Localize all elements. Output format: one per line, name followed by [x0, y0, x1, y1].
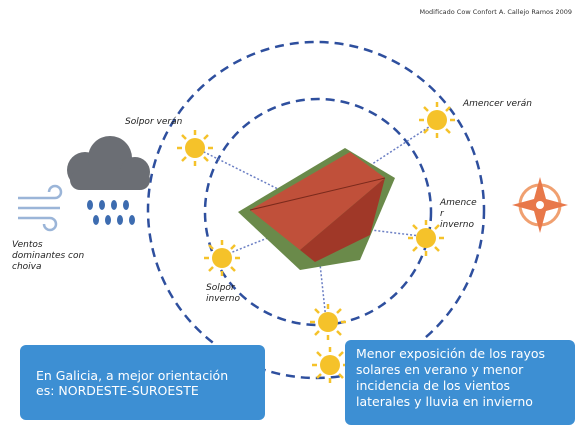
info-box	[345, 340, 575, 425]
barn	[238, 148, 395, 270]
summer-path	[146, 40, 486, 380]
label-line: Solpor	[206, 283, 236, 293]
info-line: En Galicia, a mejor orientación	[36, 368, 228, 383]
label: Solpor inverno	[206, 283, 240, 304]
label: Amence r inverno	[439, 198, 480, 230]
label-line: Amence	[439, 198, 477, 208]
info-line: incidencia de los vientos	[356, 378, 510, 393]
label-line: Ventos	[12, 240, 43, 250]
winter-path	[203, 97, 433, 327]
sun	[417, 100, 457, 140]
cloud	[67, 136, 150, 190]
info-line: es: NORDESTE-SUROESTE	[36, 383, 199, 398]
info-line: laterales y lluvia en invierno	[356, 394, 533, 409]
label-line: dominantes con	[12, 251, 84, 261]
label: Ventos dominantes con choiva	[12, 240, 87, 272]
sun	[175, 128, 215, 168]
info-line: Menor exposición de los rayos	[356, 346, 545, 361]
info-text: Menor exposición de los rayos solares en…	[356, 346, 549, 409]
label-line: r	[440, 209, 445, 219]
sun	[406, 218, 446, 258]
sun	[310, 345, 350, 385]
label-line: inverno	[206, 294, 240, 304]
wind	[18, 184, 63, 232]
info-text: En Galicia, a mejor orientación es: NORD…	[36, 368, 232, 398]
label: Amencer verán	[462, 99, 532, 109]
compass	[512, 177, 568, 233]
info-line: solares en verano y menor	[356, 362, 524, 377]
info-box	[20, 345, 265, 420]
label-line: inverno	[440, 220, 474, 230]
rain	[87, 200, 135, 225]
label: Solpor verán	[125, 117, 183, 127]
credit: Modificado Cow Confort A. Callejo Ramos …	[419, 8, 572, 16]
label-line: choiva	[12, 262, 42, 272]
